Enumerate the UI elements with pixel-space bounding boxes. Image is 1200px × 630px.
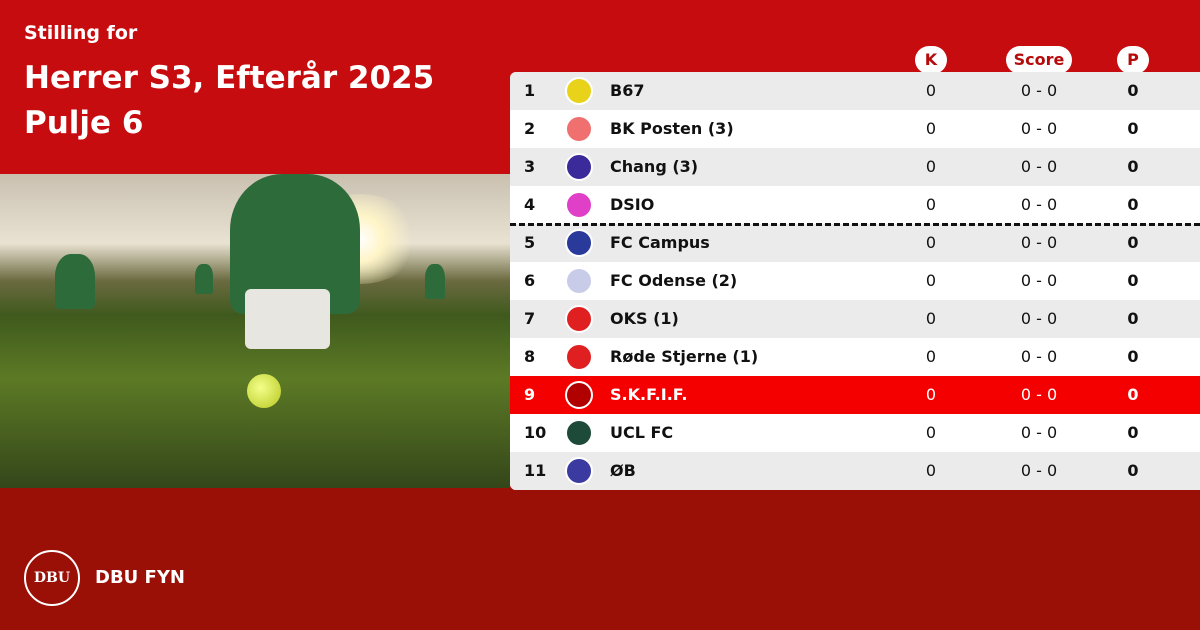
team-name: BK Posten (3) <box>610 119 734 138</box>
score-cell: 0 - 0 <box>1020 461 1058 480</box>
table-row[interactable]: 5 FC Campus 0 0 - 0 0 <box>510 224 1200 262</box>
score-cell: 0 - 0 <box>1020 347 1058 366</box>
team-name: S.K.F.I.F. <box>610 385 688 404</box>
k-cell: 0 <box>925 119 937 138</box>
rank-cell: 5 <box>524 233 536 252</box>
team-logo-icon <box>565 305 593 333</box>
team-name: B67 <box>610 81 645 100</box>
score-cell: 0 - 0 <box>1020 271 1058 290</box>
column-header-score: Score <box>1006 46 1072 74</box>
team-name: DSIO <box>610 195 655 214</box>
team-logo-icon <box>565 419 593 447</box>
k-cell: 0 <box>925 385 937 404</box>
points-cell: 0 <box>1127 119 1139 138</box>
team-logo-icon <box>565 229 593 257</box>
rank-cell: 1 <box>524 81 536 100</box>
rank-cell: 2 <box>524 119 536 138</box>
team-logo-icon <box>565 267 593 295</box>
subtitle: Stilling for <box>24 22 138 44</box>
team-name: Chang (3) <box>610 157 699 176</box>
score-cell: 0 - 0 <box>1020 157 1058 176</box>
points-cell: 0 <box>1127 461 1139 480</box>
rank-cell: 10 <box>524 423 547 442</box>
team-name: FC Odense (2) <box>610 271 738 290</box>
points-cell: 0 <box>1127 271 1139 290</box>
rank-cell: 6 <box>524 271 536 290</box>
score-cell: 0 - 0 <box>1020 309 1058 328</box>
table-row[interactable]: 3 Chang (3) 0 0 - 0 0 <box>510 148 1200 186</box>
title-line-2: Pulje 6 <box>24 105 144 141</box>
points-cell: 0 <box>1127 309 1139 328</box>
table-row[interactable]: 4 DSIO 0 0 - 0 0 <box>510 186 1200 224</box>
points-cell: 0 <box>1127 233 1139 252</box>
team-logo-icon <box>565 343 593 371</box>
points-cell: 0 <box>1127 385 1139 404</box>
rank-cell: 9 <box>524 385 536 404</box>
k-cell: 0 <box>925 309 937 328</box>
k-cell: 0 <box>925 195 937 214</box>
score-cell: 0 - 0 <box>1020 119 1058 138</box>
player <box>195 264 213 294</box>
score-cell: 0 - 0 <box>1020 81 1058 100</box>
rank-cell: 8 <box>524 347 536 366</box>
player <box>55 254 95 309</box>
table-row[interactable]: 11 ØB 0 0 - 0 0 <box>510 452 1200 490</box>
rank-cell: 4 <box>524 195 536 214</box>
table-row[interactable]: 2 BK Posten (3) 0 0 - 0 0 <box>510 110 1200 148</box>
football <box>247 374 281 408</box>
organization-name: DBU FYN <box>95 567 185 588</box>
k-cell: 0 <box>925 271 937 290</box>
score-cell: 0 - 0 <box>1020 195 1058 214</box>
team-name: Røde Stjerne (1) <box>610 347 759 366</box>
points-cell: 0 <box>1127 347 1139 366</box>
team-logo-icon <box>565 77 593 105</box>
rank-cell: 7 <box>524 309 536 328</box>
table-row[interactable]: 9 S.K.F.I.F. 0 0 - 0 0 <box>510 376 1200 414</box>
points-cell: 0 <box>1127 81 1139 100</box>
player <box>425 264 445 299</box>
rank-cell: 3 <box>524 157 536 176</box>
table-row[interactable]: 8 Røde Stjerne (1) 0 0 - 0 0 <box>510 338 1200 376</box>
team-logo-icon <box>565 115 593 143</box>
team-logo-icon <box>565 457 593 485</box>
column-header-p: P <box>1117 46 1149 74</box>
k-cell: 0 <box>925 461 937 480</box>
table-row[interactable]: 7 OKS (1) 0 0 - 0 0 <box>510 300 1200 338</box>
table-row[interactable]: 6 FC Odense (2) 0 0 - 0 0 <box>510 262 1200 300</box>
dbu-logo: DBU <box>24 550 80 606</box>
points-cell: 0 <box>1127 157 1139 176</box>
football-photo <box>0 174 510 488</box>
table-row[interactable]: 10 UCL FC 0 0 - 0 0 <box>510 414 1200 452</box>
score-cell: 0 - 0 <box>1020 385 1058 404</box>
promotion-divider <box>510 223 1200 226</box>
k-cell: 0 <box>925 157 937 176</box>
points-cell: 0 <box>1127 195 1139 214</box>
k-cell: 0 <box>925 233 937 252</box>
table-row[interactable]: 1 B67 0 0 - 0 0 <box>510 72 1200 110</box>
title-line-1: Herrer S3, Efterår 2025 <box>24 60 435 96</box>
player-shorts <box>245 289 330 349</box>
team-logo-icon <box>565 153 593 181</box>
team-name: OKS (1) <box>610 309 679 328</box>
column-header-k: K <box>915 46 947 74</box>
team-logo-icon <box>565 381 593 409</box>
points-cell: 0 <box>1127 423 1139 442</box>
team-name: UCL FC <box>610 423 674 442</box>
page-title: Herrer S3, Efterår 2025 Pulje 6 <box>24 56 434 146</box>
score-cell: 0 - 0 <box>1020 423 1058 442</box>
k-cell: 0 <box>925 347 937 366</box>
team-name: ØB <box>610 461 636 480</box>
standings-table: 1 B67 0 0 - 0 0 2 BK Posten (3) 0 0 - 0 0 3 Chang (… <box>510 72 1200 490</box>
team-name: FC Campus <box>610 233 710 252</box>
team-logo-icon <box>565 191 593 219</box>
rank-cell: 11 <box>524 461 547 480</box>
score-cell: 0 - 0 <box>1020 233 1058 252</box>
k-cell: 0 <box>925 423 937 442</box>
k-cell: 0 <box>925 81 937 100</box>
